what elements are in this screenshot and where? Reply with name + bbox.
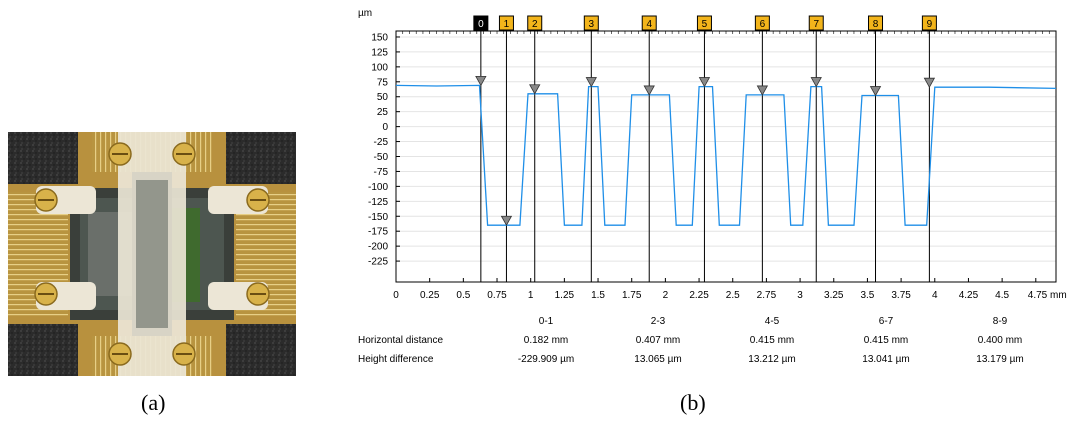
marker-flag-label-5: 5 [702, 19, 708, 30]
marker-flag-9 [921, 15, 937, 31]
marker-flag-5 [696, 15, 712, 31]
y-tick-label: -25 [374, 137, 389, 148]
x-tick-label: 4.5 [995, 290, 1009, 301]
marker-flags: 0 1 2 3 4 5 6 7 8 9 [473, 15, 937, 227]
marker-flag-label-6: 6 [760, 19, 766, 30]
marker-flag-7 [808, 15, 824, 31]
x-tick-label: 1.75 [622, 290, 642, 301]
marker-flag-label-7: 7 [813, 19, 819, 30]
marker-flag-label-3: 3 [589, 19, 595, 30]
stats-column-header: 0-1 [539, 316, 554, 327]
stats-column-header: 4-5 [765, 316, 780, 327]
marker-point-9 [923, 77, 936, 88]
x-tick-label: 4.75 mm [1028, 290, 1067, 301]
stats-height-value: -229.909 µm [518, 354, 574, 365]
x-tick-label: 0.75 [487, 290, 507, 301]
x-tick-label: 2.5 [726, 290, 740, 301]
y-tick-label: -50 [374, 152, 389, 163]
marker-flag-3 [583, 15, 599, 31]
x-tick-label: 0 [393, 290, 399, 301]
stats-column-header: 6-7 [879, 316, 894, 327]
stats-horizontal-value: 0.407 mm [636, 335, 680, 346]
marker-flag-label-1: 1 [504, 19, 510, 30]
y-tick-label: 25 [377, 107, 389, 118]
y-tick-label: 125 [371, 47, 388, 58]
x-tick-label: 1.5 [591, 290, 605, 301]
marker-flag-1 [498, 15, 514, 31]
marker-flag-label-8: 8 [873, 19, 879, 30]
x-tick-label: 3.25 [824, 290, 844, 301]
y-tick-label: -200 [368, 242, 388, 253]
marker-point-1 [500, 215, 513, 227]
x-tick-label: 1.25 [555, 290, 575, 301]
x-tick-label: 1 [528, 290, 534, 301]
marker-flag-label-9: 9 [927, 19, 933, 30]
x-tick-label: 2 [663, 290, 669, 301]
marker-point-8 [869, 86, 882, 97]
marker-flag-label-2: 2 [532, 19, 538, 30]
marker-flag-6 [754, 15, 770, 31]
stats-horizontal-value: 0.400 mm [978, 335, 1022, 346]
marker-flag-8 [868, 15, 884, 31]
stats-height-value: 13.179 µm [976, 354, 1023, 365]
stats-horizontal-value: 0.415 mm [864, 335, 908, 346]
y-tick-label: 0 [382, 122, 388, 133]
device-photo-drawing [8, 132, 296, 376]
y-tick-label: -100 [368, 182, 388, 193]
stats-column-header: 2-3 [651, 316, 666, 327]
profile-chart: 1501251007550250-25-50-75-100-125-150-17… [358, 8, 1067, 365]
y-tick-label: 50 [377, 92, 389, 103]
stats-horizontal-value: 0.182 mm [524, 335, 568, 346]
x-tick-label: 3 [797, 290, 803, 301]
caption-a: (a) [141, 390, 166, 415]
stats-height-value: 13.212 µm [748, 354, 795, 365]
y-tick-label: -75 [374, 167, 389, 178]
x-tick-label: 3.5 [860, 290, 874, 301]
chart-grid [396, 36, 1056, 262]
x-tick-label: 0.5 [456, 290, 470, 301]
y-tick-label: 100 [371, 62, 388, 73]
stats-height-value: 13.041 µm [862, 354, 909, 365]
caption-b: (b) [680, 390, 706, 415]
marker-lines [480, 31, 930, 282]
y-tick-label: 150 [371, 32, 388, 43]
device-photo [8, 132, 296, 376]
profile-series-line [395, 84, 1057, 226]
marker-flag-label-0: 0 [478, 19, 484, 30]
marker-point-2 [529, 84, 541, 95]
stats-row-label: Horizontal distance [358, 335, 443, 346]
marker-flag-label-4: 4 [646, 19, 652, 30]
stats-column-header: 8-9 [993, 316, 1008, 327]
marker-flag-4 [641, 15, 657, 31]
x-tick-label: 2.25 [689, 290, 709, 301]
x-tick-label: 3.75 [891, 290, 911, 301]
marker-point-0 [475, 75, 487, 87]
stats-horizontal-value: 0.415 mm [750, 335, 794, 346]
marker-point-5 [698, 77, 711, 88]
marker-point-6 [756, 85, 769, 96]
marker-point-7 [810, 77, 822, 88]
x-tick-label: 4 [932, 290, 938, 301]
y-tick-label: 75 [377, 77, 389, 88]
marker-flag-0 [473, 15, 489, 31]
stats-table: Horizontal distance Height difference 0-1 0… [358, 316, 1024, 365]
stats-row-label: Height difference [358, 354, 434, 365]
y-tick-label: -125 [368, 197, 388, 208]
marker-point-3 [585, 77, 597, 88]
y-tick-label: -150 [368, 212, 388, 223]
x-tick-label: 4.25 [959, 290, 979, 301]
stats-height-value: 13.065 µm [634, 354, 681, 365]
x-axis-ticks: 0 0.25 0.5 0.75 1 1.25 1.5 1.75 2 2.25 2.5 2.75 3 3.2… [393, 31, 1067, 301]
marker-flag-2 [527, 15, 543, 31]
x-tick-label: 2.75 [757, 290, 777, 301]
y-tick-label: -175 [368, 227, 388, 238]
marker-point-4 [643, 85, 655, 96]
x-tick-label: 0.25 [420, 290, 440, 301]
y-axis-ticks: 150 125 100 75 50 25 0 -25 -50 -75 -100 -125 -150 -17… [368, 32, 400, 268]
y-axis-label: µm [358, 8, 372, 19]
y-tick-label: -225 [368, 257, 388, 268]
